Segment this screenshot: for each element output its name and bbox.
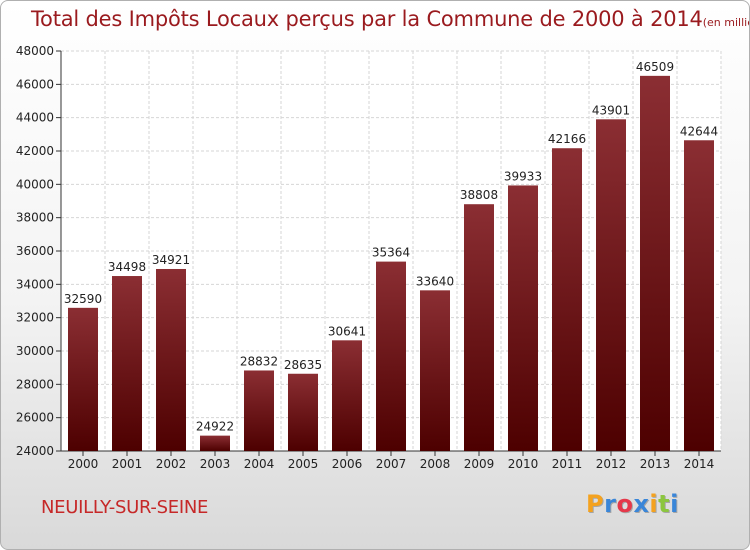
y-tick-label: 46000 [16, 77, 54, 91]
bar-2004 [244, 370, 274, 451]
bar-2009 [464, 204, 494, 451]
bar-2000 [68, 307, 98, 451]
value-label-2008: 33640 [416, 274, 454, 288]
logo-letter: x [633, 490, 650, 518]
value-label-2014: 42644 [680, 124, 718, 138]
x-tick-label-2000: 2000 [68, 457, 99, 471]
value-label-2005: 28635 [284, 358, 322, 372]
logo-letter: r [604, 490, 617, 518]
bar-2013 [640, 75, 670, 451]
y-tick-label: 28000 [16, 377, 54, 391]
value-label-2000: 32590 [64, 292, 102, 306]
y-tick-label: 32000 [16, 311, 54, 325]
y-tick-label: 42000 [16, 144, 54, 158]
bar-2003 [200, 435, 230, 451]
logo-letter: i [649, 490, 659, 518]
logo-letter: o [616, 490, 634, 518]
logo-letter: t [658, 490, 671, 518]
y-tick-label: 36000 [16, 244, 54, 258]
bar-2002 [156, 268, 186, 451]
proxiti-logo: Proxiti [586, 490, 679, 518]
y-tick-label: 24000 [16, 444, 54, 458]
x-tick-label-2004: 2004 [244, 457, 275, 471]
y-tick-label: 38000 [16, 211, 54, 225]
bar-2010 [508, 185, 538, 451]
logo-letter: P [586, 490, 605, 518]
x-tick-label-2011: 2011 [552, 457, 583, 471]
logo-letter: i [670, 490, 679, 518]
value-label-2004: 28832 [240, 354, 278, 368]
bar-2012 [596, 119, 626, 452]
x-tick-label-2010: 2010 [508, 457, 539, 471]
value-label-2009: 38808 [460, 188, 498, 202]
value-label-2013: 46509 [636, 60, 674, 74]
value-label-2011: 42166 [548, 132, 586, 146]
y-tick-label: 44000 [16, 111, 54, 125]
value-label-2002: 34921 [152, 253, 190, 267]
bars [68, 75, 714, 452]
y-tick-label: 30000 [16, 344, 54, 358]
bar-2011 [552, 148, 582, 451]
value-label-2001: 34498 [108, 260, 146, 274]
bar-2008 [420, 290, 450, 451]
value-label-2006: 30641 [328, 324, 366, 338]
y-tick-label: 26000 [16, 411, 54, 425]
x-tick-label-2012: 2012 [596, 457, 627, 471]
y-tick-label: 48000 [16, 44, 54, 58]
x-tick-label-2008: 2008 [420, 457, 451, 471]
x-tick-label-2013: 2013 [640, 457, 671, 471]
x-tick-label-2005: 2005 [288, 457, 319, 471]
labels: 32590 2000 34498 2001 34921 2002 24922 2003 2883… [64, 60, 718, 471]
x-tick-label-2014: 2014 [684, 457, 715, 471]
title-text: Total des Impôts Locaux perçus par la Co… [31, 7, 703, 31]
chart-title: Total des Impôts Locaux perçus par la Co… [31, 7, 749, 31]
x-tick-label-2006: 2006 [332, 457, 363, 471]
unit-note: (en milliers d'€) [702, 16, 749, 29]
commune-name: NEUILLY-SUR-SEINE [41, 497, 209, 518]
y-tick-label: 34000 [16, 277, 54, 291]
value-label-2012: 43901 [592, 103, 630, 117]
bar-2007 [376, 261, 406, 451]
x-tick-label-2007: 2007 [376, 457, 407, 471]
value-label-2003: 24922 [196, 420, 234, 434]
x-tick-label-2002: 2002 [156, 457, 187, 471]
x-tick-label-2009: 2009 [464, 457, 495, 471]
bar-2006 [332, 340, 362, 451]
value-label-2010: 39933 [504, 169, 542, 183]
bar-2001 [112, 276, 142, 451]
bar-2005 [288, 373, 318, 451]
value-label-2007: 35364 [372, 246, 410, 260]
x-tick-label-2001: 2001 [112, 457, 143, 471]
x-tick-label-2003: 2003 [200, 457, 231, 471]
y-tick-label: 40000 [16, 177, 54, 191]
bar-2014 [684, 140, 714, 451]
axes: 24000 26000 28000 30000 32000 34000 36000 38000… [16, 44, 721, 458]
